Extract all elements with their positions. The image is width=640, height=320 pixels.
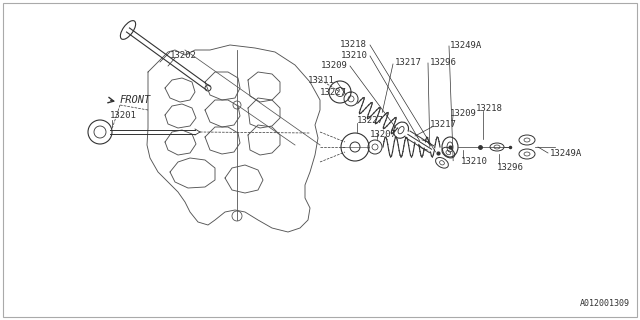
Text: 13202: 13202 xyxy=(170,51,197,60)
Text: 13210: 13210 xyxy=(341,51,368,60)
Text: 13218: 13218 xyxy=(340,39,367,49)
Text: 13218: 13218 xyxy=(476,103,503,113)
Text: 13249A: 13249A xyxy=(550,148,582,157)
Text: 13210: 13210 xyxy=(461,156,488,165)
Text: 13296: 13296 xyxy=(497,163,524,172)
Text: 13249A: 13249A xyxy=(450,41,483,50)
Text: 13217: 13217 xyxy=(430,119,457,129)
Text: 13201: 13201 xyxy=(110,110,137,119)
Text: 13207: 13207 xyxy=(370,130,397,139)
Text: FRONT: FRONT xyxy=(120,95,151,105)
Text: A012001309: A012001309 xyxy=(580,299,630,308)
Text: 13211: 13211 xyxy=(308,76,335,84)
Text: 13296: 13296 xyxy=(430,58,457,67)
Text: 13217: 13217 xyxy=(395,58,422,67)
Text: 13209: 13209 xyxy=(450,108,477,117)
Text: 13227: 13227 xyxy=(357,116,384,124)
Text: 13227: 13227 xyxy=(320,87,347,97)
Text: 13209: 13209 xyxy=(321,60,348,69)
